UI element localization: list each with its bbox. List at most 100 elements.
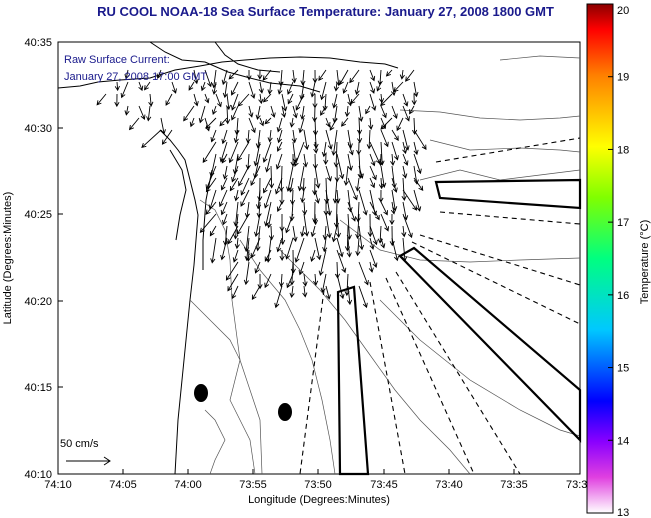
current-vector bbox=[399, 69, 405, 80]
current-vector bbox=[245, 249, 252, 262]
current-vector bbox=[365, 105, 371, 115]
current-vector bbox=[227, 273, 239, 292]
current-vector bbox=[255, 105, 261, 120]
colorbar-tick-label: 20 bbox=[617, 5, 629, 17]
current-vector bbox=[257, 273, 263, 290]
current-vector bbox=[405, 69, 415, 82]
colorbar bbox=[586, 3, 614, 514]
current-vector bbox=[396, 117, 404, 132]
current-vector bbox=[333, 81, 339, 92]
current-vector bbox=[402, 189, 418, 211]
current-vector bbox=[220, 201, 228, 216]
current-vector bbox=[358, 285, 368, 309]
current-vector bbox=[146, 105, 152, 122]
current-vector bbox=[333, 141, 339, 168]
current-vector bbox=[401, 177, 407, 201]
current-vector bbox=[156, 69, 162, 79]
current-vector bbox=[240, 177, 250, 196]
current-vector bbox=[289, 261, 295, 286]
colorbar-tick-label: 18 bbox=[617, 144, 629, 156]
current-vector bbox=[411, 93, 417, 106]
current-vector bbox=[189, 117, 195, 128]
current-vector bbox=[255, 225, 261, 252]
x-tick-label: 73:3 bbox=[566, 479, 587, 491]
current-vector bbox=[378, 189, 384, 203]
current-vector bbox=[347, 153, 353, 172]
current-vector bbox=[232, 153, 239, 175]
current-vector bbox=[314, 165, 321, 189]
current-vector bbox=[318, 69, 327, 82]
current-vector bbox=[275, 177, 283, 195]
current-vector bbox=[221, 153, 228, 164]
colorbar-tick-label: 14 bbox=[617, 435, 629, 447]
scale-arrow bbox=[66, 456, 111, 466]
current-vector bbox=[380, 165, 387, 189]
current-vector bbox=[266, 237, 272, 263]
current-vector bbox=[224, 105, 231, 125]
current-vector bbox=[355, 177, 361, 192]
current-vector bbox=[313, 141, 319, 154]
current-vector bbox=[262, 69, 272, 81]
current-vector bbox=[254, 213, 261, 238]
current-vector bbox=[138, 81, 144, 92]
current-vector bbox=[160, 117, 166, 135]
x-tick-label: 73:40 bbox=[435, 479, 463, 491]
current-vector bbox=[376, 81, 382, 92]
current-vector bbox=[205, 177, 217, 193]
current-vector bbox=[253, 141, 261, 167]
current-vector bbox=[287, 81, 294, 95]
current-vector bbox=[263, 189, 272, 209]
current-vector bbox=[329, 117, 338, 131]
current-vector bbox=[413, 153, 422, 175]
current-vector bbox=[331, 129, 338, 156]
current-vector bbox=[380, 117, 387, 130]
current-vector bbox=[350, 93, 360, 105]
current-vector bbox=[281, 105, 287, 118]
current-vector bbox=[380, 201, 388, 216]
current-vector bbox=[268, 165, 275, 189]
current-vector bbox=[286, 165, 294, 192]
current-vector bbox=[369, 237, 375, 250]
current-vector bbox=[276, 117, 283, 133]
colorbar-tick-label: 13 bbox=[617, 507, 629, 518]
x-tick-label: 73:35 bbox=[500, 479, 528, 491]
map-title: RU COOL NOAA-18 Sea Surface Temperature:… bbox=[97, 4, 554, 19]
current-vector bbox=[313, 273, 319, 286]
current-vector bbox=[325, 189, 332, 216]
current-vector bbox=[297, 165, 305, 192]
current-vector bbox=[291, 129, 297, 144]
current-vector bbox=[354, 81, 360, 96]
current-vector bbox=[357, 129, 363, 144]
y-tick-label: 40:35 bbox=[24, 37, 52, 49]
current-vector bbox=[401, 225, 407, 238]
current-vector bbox=[267, 129, 273, 143]
current-vector bbox=[413, 129, 427, 150]
current-vector bbox=[325, 129, 333, 150]
current-vector bbox=[238, 165, 250, 187]
current-vector bbox=[290, 249, 296, 274]
x-tick-label: 73:50 bbox=[304, 479, 332, 491]
current-vector bbox=[343, 165, 349, 186]
x-tick-label: 74:00 bbox=[174, 479, 202, 491]
current-vector bbox=[161, 129, 173, 145]
current-vector bbox=[248, 81, 256, 99]
current-vector bbox=[209, 225, 217, 237]
current-vector bbox=[232, 249, 239, 263]
coastline bbox=[57, 41, 399, 475]
current-vector bbox=[274, 285, 283, 309]
current-vector bbox=[264, 273, 272, 289]
scale-label: 50 cm/s bbox=[60, 438, 99, 450]
current-vector bbox=[222, 165, 228, 180]
y-tick-label: 40:30 bbox=[24, 123, 52, 135]
current-vector bbox=[285, 213, 294, 234]
current-vector bbox=[259, 117, 265, 127]
current-vector bbox=[234, 237, 240, 250]
current-vector bbox=[380, 237, 386, 249]
current-vector bbox=[380, 129, 389, 148]
current-vector bbox=[367, 213, 373, 238]
current-vector bbox=[346, 237, 352, 258]
current-vector bbox=[369, 249, 378, 268]
current-vector bbox=[281, 93, 288, 112]
current-vector bbox=[279, 249, 285, 262]
current-vector bbox=[402, 93, 409, 107]
